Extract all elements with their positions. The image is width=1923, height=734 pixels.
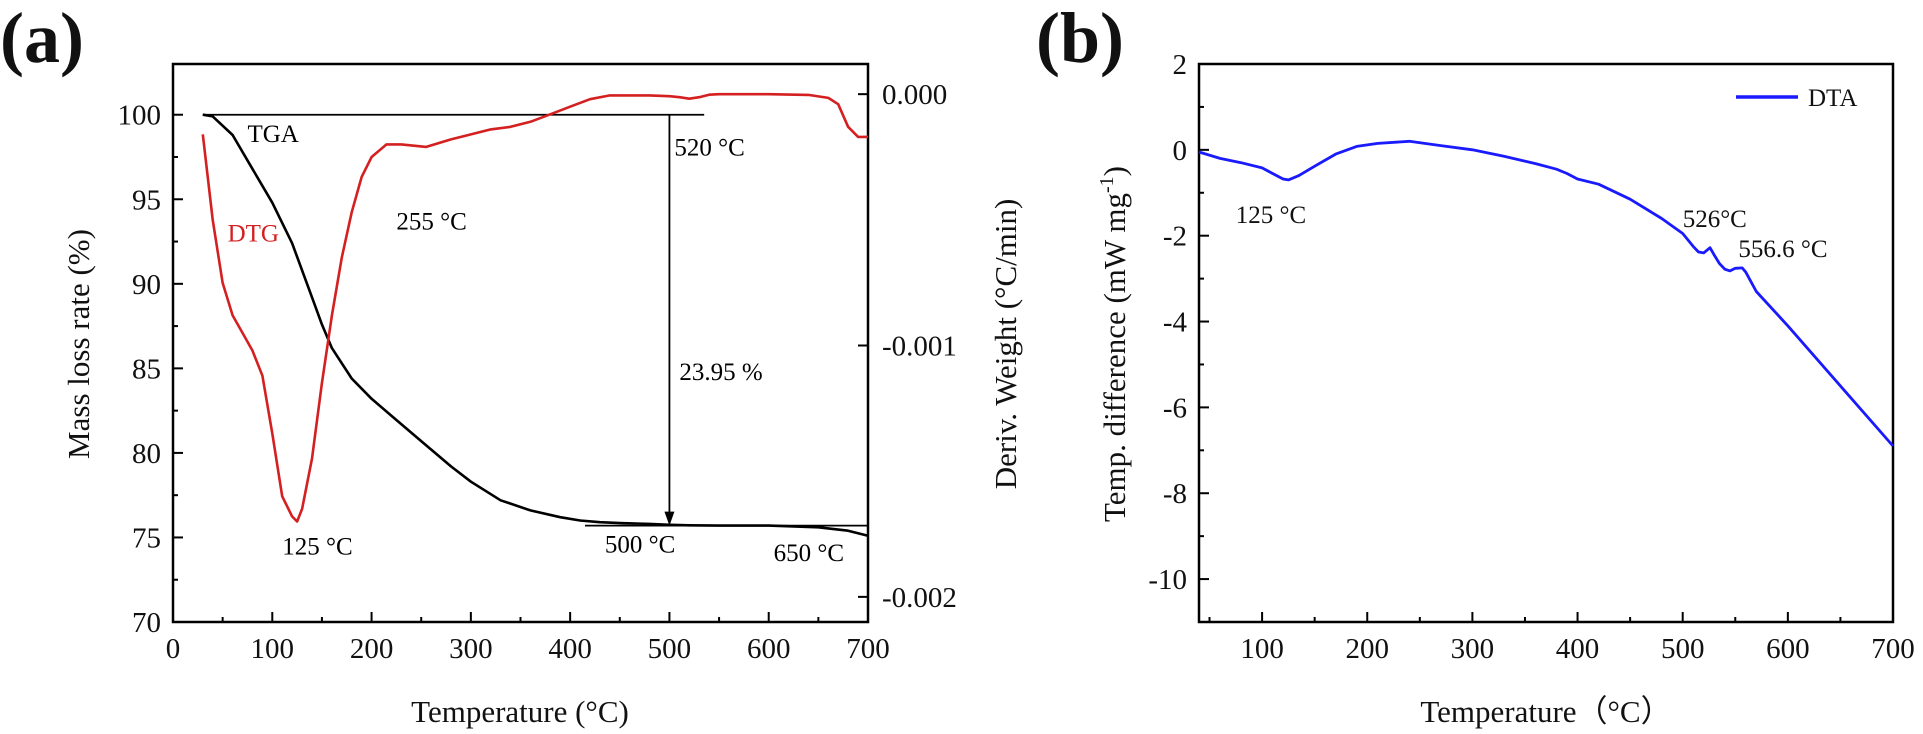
- panel-b-x-tick-label: 500: [1661, 633, 1705, 665]
- panel-a-x-tick-label: 200: [350, 633, 394, 665]
- panel-a-x-tick-label: 400: [548, 633, 592, 665]
- panel-b-x-tick-label: 600: [1766, 633, 1810, 665]
- panel-b-legend: DTA: [1736, 85, 1857, 112]
- panel-a-right-axis-title: Deriv. Weight (°C/min): [988, 199, 1023, 490]
- panel-b-y-axis-title: Temp. difference (mW mg-1): [1096, 166, 1132, 522]
- panel-a-series: [201, 92, 869, 538]
- panel-a-right-tick-label: -0.001: [882, 331, 957, 363]
- panel-b-y-tick-label: 0: [1173, 135, 1188, 167]
- panel-b-y-axis-title-end: ): [1097, 166, 1132, 176]
- panel-a-ticks: 0 100 200 300 400 500 600 700 70 75 80 85 90 95 100 0.0…: [118, 79, 957, 665]
- panel-b-y-tick-label: -4: [1163, 307, 1188, 339]
- panel-a-x-tick-label: 700: [846, 633, 890, 665]
- panel-a-y-tick-label: 100: [118, 100, 162, 132]
- panel-b-x-tick-label: 300: [1451, 633, 1495, 665]
- panel-b-y-tick-label: -2: [1163, 221, 1187, 253]
- panel-b-y-tick-label: -10: [1148, 564, 1187, 596]
- legend-label-dta: DTA: [1808, 85, 1857, 112]
- panel-b-label: (b): [1036, 0, 1124, 78]
- panel-a-x-tick-label: 0: [166, 633, 181, 665]
- panel-b-y-tick-label: -8: [1163, 478, 1187, 510]
- panel-b-annotation: 526°C: [1683, 206, 1747, 233]
- panel-b-x-tick-label: 100: [1240, 633, 1284, 665]
- panel-a-y-tick-label: 80: [132, 438, 161, 470]
- panel-b-chart: 100 200 300 400 500 600 700 -10 -8 -6 -4 -2 0 2 125 °…: [1096, 49, 1915, 729]
- panel-b-annotation: 556.6 °C: [1738, 236, 1827, 263]
- panel-a-annotation: 520 °C: [674, 134, 744, 161]
- panel-b-x-axis-title: Temperature（°C）: [1420, 694, 1671, 729]
- panel-a-y-tick-label: 90: [132, 269, 161, 301]
- panel-b-annotation: 125 °C: [1236, 202, 1306, 229]
- panel-a-x-tick-label: 500: [648, 633, 692, 665]
- panel-a-mass-loss-arrow-head: [664, 511, 675, 526]
- panel-b-ticks: 100 200 300 400 500 600 700 -10 -8 -6 -4 -2 0 2: [1148, 49, 1914, 665]
- series-tga-line: [202, 113, 869, 538]
- panel-b-plot-frame: [1197, 62, 1895, 624]
- panel-a-right-tick-label: 0.000: [882, 79, 947, 111]
- panel-b-x-tick-label: 200: [1345, 633, 1389, 665]
- panel-a-x-tick-label: 100: [251, 633, 295, 665]
- panel-a-annotation: 125 °C: [282, 533, 352, 560]
- panel-a-annotations: TGA DTG 255 °C 520 °C 23.95 % 125 °C 500 °C 650…: [228, 121, 845, 567]
- panel-a-y-tick-label: 75: [132, 522, 161, 554]
- panel-a-y-tick-label: 70: [132, 607, 161, 639]
- panel-a-x-tick-label: 600: [747, 633, 791, 665]
- panel-a-label: (a): [0, 0, 84, 78]
- panel-b-y-tick-label: -6: [1163, 392, 1187, 424]
- panel-a-annotation: 650 °C: [774, 540, 844, 567]
- panel-a-x-tick-label: 300: [449, 633, 493, 665]
- panel-a-annotation: TGA: [247, 121, 298, 148]
- panel-b-x-tick-label: 700: [1871, 633, 1915, 665]
- panel-a-reference-lines: [202, 113, 868, 527]
- panel-a-annotation: 500 °C: [605, 532, 675, 559]
- panel-a-y-tick-label: 85: [132, 353, 161, 385]
- panel-b-y-axis-title-main: Temp. difference (mW mg: [1097, 193, 1132, 522]
- series-dtg-line: [201, 92, 868, 523]
- panel-a-right-tick-label: -0.002: [882, 582, 957, 614]
- panel-b-y-tick-label: 2: [1173, 49, 1188, 81]
- panel-b-y-axis-title-superscript: -1: [1096, 176, 1118, 193]
- panel-a-annotation: 23.95 %: [679, 359, 762, 386]
- panel-a-y-axis-title: Mass loss rate (%): [61, 229, 96, 459]
- panel-a-annotation: 255 °C: [396, 209, 466, 236]
- panel-a-y-tick-label: 95: [132, 184, 161, 216]
- panel-a-x-axis-title: Temperature (°C): [411, 694, 629, 729]
- panel-a-chart: 0 100 200 300 400 500 600 700 70 75 80 85 90 95 100 0.0…: [61, 62, 1023, 729]
- panel-b-series: [1198, 139, 1895, 447]
- panel-b-x-tick-label: 400: [1556, 633, 1600, 665]
- panel-a-annotation: DTG: [228, 221, 279, 248]
- panel-b-annotations: 125 °C 526°C 556.6 °C: [1236, 202, 1828, 263]
- series-dta-line: [1198, 139, 1895, 447]
